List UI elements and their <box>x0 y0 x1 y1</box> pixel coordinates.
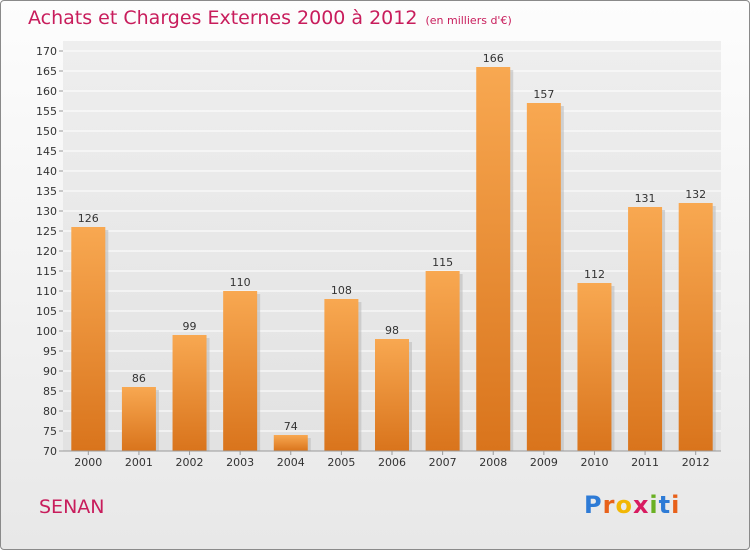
bar <box>121 387 156 451</box>
bar <box>526 103 561 451</box>
x-tick-label: 2007 <box>429 456 457 469</box>
logo-letter: i <box>671 491 681 519</box>
chart-title: Achats et Charges Externes 2000 à 2012 (e… <box>28 7 512 29</box>
bar <box>375 339 409 451</box>
chart-subtitle: (en milliers d'€) <box>425 14 512 27</box>
x-tick-label: 2012 <box>682 456 710 469</box>
proxiti-logo: Proxiti <box>584 491 680 519</box>
y-tick-label: 105 <box>36 305 57 318</box>
y-tick-label: 85 <box>43 385 57 398</box>
logo-letter: r <box>602 491 616 519</box>
y-tick-label: 130 <box>36 205 57 218</box>
data-label: 108 <box>331 284 352 297</box>
logo-letter: t <box>658 491 672 519</box>
y-tick-label: 70 <box>43 445 57 458</box>
x-tick-label: 2006 <box>378 456 406 469</box>
data-label: 115 <box>432 256 453 269</box>
data-label: 131 <box>635 192 656 205</box>
data-label: 86 <box>132 372 146 385</box>
y-tick-label: 90 <box>43 365 57 378</box>
logo-letter: o <box>615 491 633 519</box>
data-label: 112 <box>584 268 605 281</box>
bar <box>324 299 359 451</box>
bar <box>678 203 713 451</box>
x-tick-label: 2000 <box>74 456 102 469</box>
y-tick-label: 140 <box>36 165 57 178</box>
data-label: 126 <box>78 212 99 225</box>
data-label: 110 <box>230 276 251 289</box>
data-label: 157 <box>533 88 554 101</box>
data-label: 74 <box>284 420 298 433</box>
x-tick-label: 2001 <box>125 456 153 469</box>
title-text: Achats et Charges Externes 2000 à 2012 <box>28 7 418 29</box>
y-tick-label: 110 <box>36 285 57 298</box>
y-tick-label: 160 <box>36 85 57 98</box>
logo-letter: i <box>649 491 659 519</box>
logo-letter: P <box>584 491 603 519</box>
bar <box>476 67 511 451</box>
y-axis-ticks: 70 75 80 85 90 95 100 105 110 115 120 125 130 135 140 1… <box>36 45 63 458</box>
bar <box>71 227 106 451</box>
y-tick-label: 170 <box>36 45 57 58</box>
commune-name: SENAN <box>39 496 105 518</box>
y-tick-label: 95 <box>43 345 57 358</box>
data-label: 132 <box>685 188 706 201</box>
x-tick-label: 2009 <box>530 456 558 469</box>
x-tick-label: 2005 <box>327 456 355 469</box>
y-tick-label: 75 <box>43 425 57 438</box>
bar <box>273 435 308 451</box>
bar <box>425 271 460 451</box>
x-tick-label: 2003 <box>226 456 254 469</box>
x-axis-ticks: 2000 2001 2002 2003 2004 2005 2006 2007 2008 2009… <box>74 451 710 469</box>
y-tick-label: 120 <box>36 245 57 258</box>
bars: 126 86 99 110 74 108 98 115 166 157 112 131 132 <box>71 52 716 451</box>
logo-letter: x <box>632 491 650 519</box>
bar <box>577 283 612 451</box>
y-tick-label: 135 <box>36 185 57 198</box>
y-tick-label: 150 <box>36 125 57 138</box>
data-label: 166 <box>483 52 504 65</box>
y-tick-label: 115 <box>36 265 57 278</box>
x-tick-label: 2010 <box>580 456 608 469</box>
bar <box>223 291 258 451</box>
data-label: 98 <box>385 324 399 337</box>
x-tick-label: 2004 <box>277 456 305 469</box>
x-tick-label: 2002 <box>176 456 204 469</box>
y-tick-label: 125 <box>36 225 57 238</box>
y-tick-label: 145 <box>36 145 57 158</box>
x-tick-label: 2008 <box>479 456 507 469</box>
data-label: 99 <box>183 320 197 333</box>
y-tick-label: 165 <box>36 65 57 78</box>
bar <box>628 207 663 451</box>
y-tick-label: 100 <box>36 325 57 338</box>
y-tick-label: 80 <box>43 405 57 418</box>
bar <box>172 335 207 451</box>
x-tick-label: 2011 <box>631 456 659 469</box>
y-tick-label: 155 <box>36 105 57 118</box>
